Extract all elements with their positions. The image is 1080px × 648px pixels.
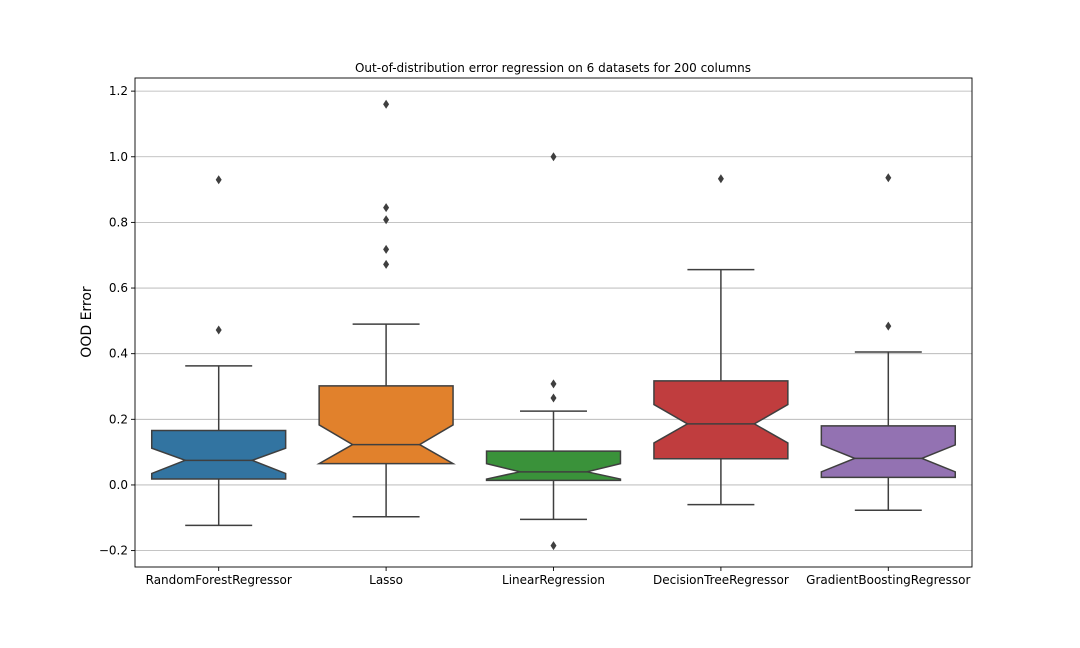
outlier-point	[550, 393, 557, 403]
box-group	[653, 174, 789, 506]
box-body	[485, 450, 622, 482]
y-axis-label: OOD Error	[79, 286, 95, 358]
outlier-point	[215, 175, 222, 185]
outlier-point	[383, 99, 390, 109]
y-tick-label: 1.2	[109, 84, 128, 98]
box-body	[820, 425, 957, 479]
x-tick-label: GradientBoostingRegressor	[806, 573, 970, 587]
outlier-point	[885, 321, 892, 331]
y-tick-label: 0.4	[109, 347, 128, 361]
box-body	[150, 429, 287, 480]
x-tick-label: Lasso	[369, 573, 403, 587]
y-tick-label: 0.6	[109, 281, 128, 295]
y-tick-label: 0.2	[109, 412, 128, 426]
box-body	[653, 380, 789, 460]
y-tick-label: 0.8	[109, 215, 128, 229]
x-tick-label: LinearRegression	[502, 573, 605, 587]
outlier-point	[383, 244, 390, 254]
box-group	[150, 175, 287, 527]
x-tick-label: DecisionTreeRegressor	[653, 573, 789, 587]
y-tick-label: 0.0	[109, 478, 128, 492]
y-axis: −0.2 0.0 0.2 0.4 0.6 0.8 1.0 1.2	[99, 84, 135, 558]
chart-title: Out-of-distribution error regression on …	[355, 61, 751, 75]
box-series	[150, 99, 957, 551]
outlier-point	[550, 379, 557, 389]
box-group	[485, 152, 622, 551]
outlier-point	[550, 541, 557, 551]
outlier-point	[383, 203, 390, 213]
x-axis: RandomForestRegressor Lasso LinearRegressi…	[146, 567, 971, 587]
y-tick-label: −0.2	[99, 544, 128, 558]
box-group	[820, 173, 957, 511]
outlier-point	[383, 215, 390, 225]
box-group	[316, 99, 456, 518]
outlier-point	[215, 325, 222, 335]
box-body	[316, 385, 456, 465]
outlier-point	[550, 152, 557, 162]
outlier-point	[383, 259, 390, 269]
outlier-point	[885, 173, 892, 183]
y-tick-label: 1.0	[109, 150, 128, 164]
x-tick-label: RandomForestRegressor	[146, 573, 292, 587]
outlier-point	[717, 174, 724, 184]
